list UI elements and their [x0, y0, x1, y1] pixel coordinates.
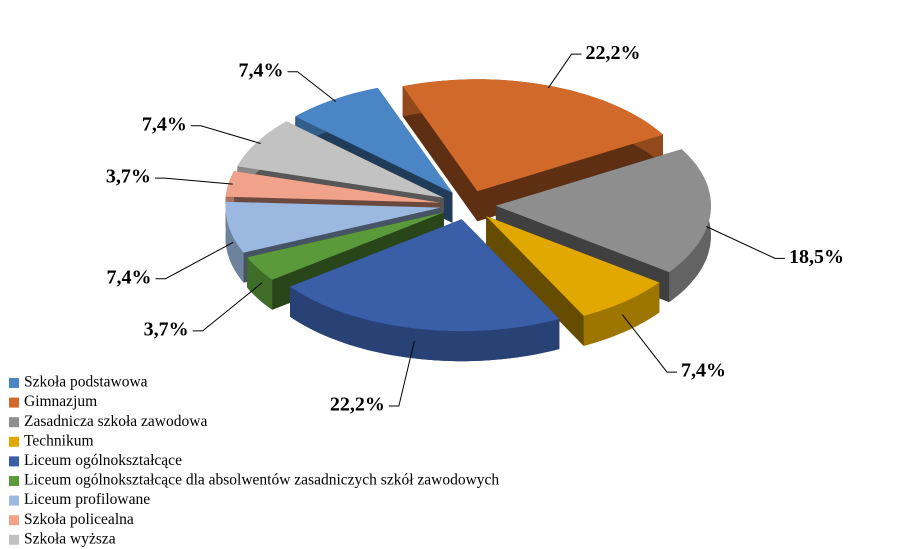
slice-wall: [247, 257, 273, 310]
data-label: 18,5%: [789, 246, 844, 268]
legend-swatch: [9, 476, 19, 486]
leader-line: [192, 282, 263, 332]
slice-wall: [225, 201, 244, 283]
leader-line: [622, 314, 677, 373]
slice: [402, 79, 663, 192]
data-label: 7,4%: [681, 360, 726, 382]
legend-swatch: [9, 378, 19, 388]
data-label: 3,7%: [144, 318, 189, 340]
leader-line: [388, 341, 415, 407]
leader-line: [547, 53, 582, 89]
slice-side: [402, 86, 478, 222]
legend-swatch: [9, 515, 19, 526]
data-label: 22,2%: [330, 394, 385, 416]
legend-label: Liceum profilowane: [24, 491, 150, 508]
leader-line: [154, 177, 233, 185]
legend-swatch: [9, 397, 19, 408]
legend-label: Liceum ogólnokształcące: [24, 452, 182, 469]
legend-swatch: [9, 456, 19, 467]
legend-label: Szkoła podstawowa: [24, 374, 148, 391]
slice: [237, 121, 444, 198]
slice: [290, 219, 560, 332]
slice: [486, 216, 660, 316]
data-label: 22,2%: [585, 42, 640, 64]
leader-line: [155, 241, 234, 280]
legend-label: Szkoła wyższa: [24, 530, 116, 547]
slice-side: [486, 216, 584, 346]
legend-label: Szkoła policealna: [24, 511, 134, 528]
slice-wall: [290, 286, 560, 362]
slice: [225, 171, 441, 203]
leader-line: [287, 71, 337, 102]
slice-wall: [583, 282, 660, 346]
legend-swatch: [9, 534, 19, 545]
legend-label: Gimnazjum: [24, 393, 97, 410]
leader-line: [190, 125, 261, 144]
data-label: 3,7%: [106, 166, 151, 188]
leader-line: [706, 226, 786, 259]
legend-swatch: [9, 436, 19, 447]
slice: [295, 87, 453, 193]
data-label: 7,4%: [107, 266, 152, 288]
legend-label: Liceum ogólnokształcące dla absolwentów …: [24, 472, 499, 489]
slice: [495, 149, 711, 273]
data-label: 7,4%: [239, 59, 284, 81]
legend-label: Technikum: [24, 432, 94, 449]
legend-swatch: [9, 495, 19, 506]
slice: [247, 212, 444, 280]
legend-swatch: [9, 417, 19, 428]
slice: [225, 201, 441, 253]
data-label: 7,4%: [142, 113, 187, 135]
legend-label: Zasadnicza szkoła zawodowa: [24, 413, 207, 430]
